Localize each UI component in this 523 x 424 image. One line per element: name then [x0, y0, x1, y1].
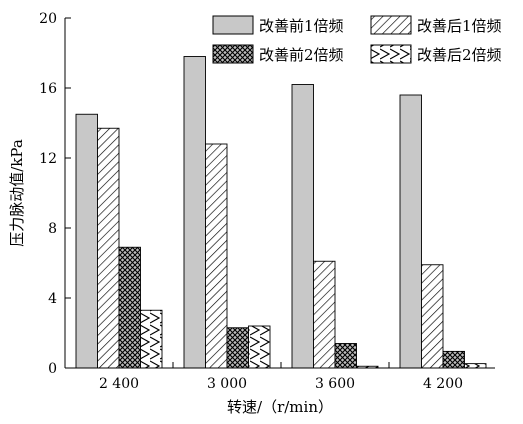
legend-label-series-4: 改善后2倍频	[417, 46, 502, 64]
y-tick-label: 16	[39, 81, 57, 97]
x-tick-label: 3 600	[315, 376, 355, 392]
grid-ticks: 0 4 8 12 16 20	[39, 11, 71, 377]
y-axis-label: 压力脉动值/kPa	[8, 139, 26, 247]
bar-series-4-cat-4	[464, 363, 487, 369]
x-axis-label: 转速/（r/min）	[227, 398, 333, 416]
bar-series-4-cat-1	[140, 309, 163, 369]
y-tick-label: 12	[39, 151, 57, 167]
legend-label-series-2: 改善后1倍频	[417, 17, 502, 35]
bar-series-4-cat-2	[248, 325, 271, 369]
y-tick-label: 8	[48, 221, 57, 237]
legend: 改善前1倍频 改善后1倍频 改善前2倍频 改善后2倍频	[212, 15, 502, 64]
bar-series-3-cat-4	[442, 350, 465, 369]
bar-series-3-cat-2	[226, 327, 249, 369]
bar-series-1-cat-2	[183, 56, 206, 369]
bar-series-1-cat-3	[291, 84, 314, 369]
legend-swatch-series-3	[212, 44, 254, 64]
legend-swatch-series-1	[212, 15, 254, 35]
legend-swatch-series-4	[370, 44, 412, 64]
bar-series-3-cat-3	[334, 343, 357, 369]
bar-series-2-cat-1	[97, 127, 120, 369]
y-tick-label: 4	[48, 291, 57, 307]
y-tick-label: 20	[39, 11, 57, 27]
legend-swatch-series-2	[370, 15, 412, 35]
bar-series-3-cat-1	[118, 246, 141, 369]
bar-series-1-cat-1	[75, 113, 98, 369]
bar-series-1-cat-4	[399, 94, 422, 369]
x-tick-label: 3 000	[207, 376, 247, 392]
bars	[75, 56, 487, 369]
bar-series-2-cat-4	[421, 264, 444, 369]
legend-label-series-3: 改善前2倍频	[259, 46, 344, 64]
x-axis: 2 400 3 000 3 600 4 200	[99, 362, 463, 392]
bar-series-2-cat-3	[313, 260, 336, 369]
x-tick-label: 4 200	[423, 376, 463, 392]
bar-series-2-cat-2	[205, 143, 228, 369]
legend-label-series-1: 改善前1倍频	[259, 17, 344, 35]
x-tick-label: 2 400	[99, 376, 139, 392]
y-tick-label: 0	[48, 361, 57, 377]
